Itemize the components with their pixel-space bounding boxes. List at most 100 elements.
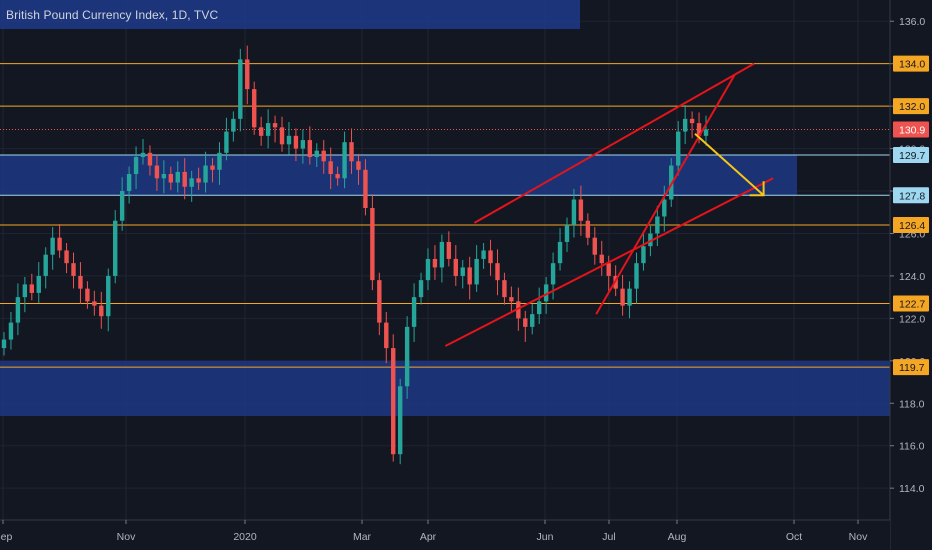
zone-box-top	[0, 0, 580, 29]
candle-body	[71, 263, 76, 276]
candle-body	[119, 191, 125, 221]
candle-body	[85, 288, 90, 302]
candle-body	[36, 275, 41, 293]
candle-body	[460, 267, 465, 276]
candle-body	[300, 140, 306, 149]
y-tick-label: 136.0	[899, 16, 925, 28]
trend-lines	[444, 62, 774, 347]
candle-body	[175, 171, 180, 183]
candles	[1, 45, 709, 465]
candle-body	[363, 169, 368, 208]
level-label: 129.7	[899, 150, 925, 162]
level-label: 134.0	[899, 59, 925, 71]
x-tick-label: Nov	[849, 531, 868, 543]
projection-arrow	[694, 132, 765, 197]
candle-body	[592, 237, 597, 255]
candle-body	[578, 199, 584, 221]
candle-body	[8, 322, 14, 340]
time-axis[interactable]: Sep Nov 2020 Mar Apr Jun Jul Aug Oct Nov	[0, 519, 890, 550]
level-label: 127.8	[899, 190, 925, 202]
candle-body	[377, 280, 382, 323]
candle-body	[550, 263, 556, 285]
candle-body	[258, 127, 264, 136]
level-label: 122.7	[899, 299, 925, 311]
candle-body	[126, 174, 132, 192]
candle-body	[231, 118, 236, 132]
x-tick-label: Oct	[786, 531, 802, 543]
candle-body	[245, 59, 250, 90]
y-tick-label: 122.0	[899, 313, 925, 325]
candle-body	[404, 326, 410, 387]
candle-body	[64, 250, 69, 264]
candle-body	[133, 157, 139, 175]
level-label: 119.7	[899, 362, 925, 374]
candle-body	[370, 208, 375, 281]
candle-body	[293, 135, 299, 149]
candle-body	[335, 174, 340, 179]
candle-body	[252, 89, 257, 128]
candle-body	[224, 131, 229, 153]
trend-line	[473, 62, 755, 224]
price-axis[interactable]: 136.0134.0132.0130.0128.0126.0124.0122.0…	[889, 0, 932, 550]
candle-body	[703, 129, 709, 136]
chart-title: British Pound Currency Index, 1D, TVC	[6, 8, 219, 22]
candle-body	[648, 233, 653, 247]
x-tick-label: Jun	[537, 531, 554, 543]
candle-body	[397, 386, 403, 455]
candle-body	[140, 152, 146, 158]
y-tick-label: 124.0	[899, 271, 925, 283]
candle-body	[238, 59, 243, 119]
candle-body	[557, 241, 563, 264]
level-label-bg	[893, 55, 929, 72]
candle-body	[641, 246, 646, 264]
candle-body	[516, 301, 521, 319]
level-label: 126.4	[899, 220, 925, 232]
x-tick-label: Mar	[353, 531, 372, 543]
candle-body	[349, 142, 354, 162]
candle-body	[210, 165, 215, 170]
x-tick-label: Jul	[602, 531, 615, 543]
candle-body	[314, 150, 319, 158]
candle-body	[495, 263, 500, 281]
candle-body	[446, 241, 452, 259]
candle-body	[502, 280, 507, 298]
candle-body	[57, 237, 62, 251]
candle-body	[411, 297, 417, 327]
candle-body	[634, 263, 639, 289]
level-label: 132.0	[899, 101, 925, 113]
candle-body	[481, 250, 486, 259]
candle-body	[265, 123, 271, 136]
candle-body	[203, 165, 208, 183]
candle-body	[154, 165, 160, 179]
candle-body	[272, 123, 278, 128]
price-axis-bg	[890, 0, 932, 550]
x-tick-label: Apr	[420, 531, 437, 543]
level-label-bg	[893, 216, 929, 233]
candle-body	[585, 220, 591, 238]
candle-body	[161, 174, 167, 179]
candle-body	[78, 275, 83, 289]
candle-body	[474, 258, 479, 285]
candle-body	[530, 314, 535, 327]
candle-body	[606, 263, 611, 276]
y-tick-label: 118.0	[899, 398, 925, 410]
level-label-bg	[893, 359, 929, 376]
candle-body	[286, 135, 292, 145]
candle-body	[342, 142, 347, 179]
candle-body	[523, 318, 528, 327]
trend-line	[444, 177, 774, 347]
candle-body	[279, 127, 285, 145]
time-axis-bg	[0, 520, 890, 550]
candle-body	[22, 284, 28, 298]
candle-body	[689, 118, 695, 124]
candle-body	[599, 254, 604, 264]
candle-body	[425, 258, 431, 281]
candle-body	[509, 297, 514, 302]
x-tick-label: Sep	[0, 531, 12, 543]
candle-body	[147, 152, 153, 166]
candle-body	[189, 178, 194, 187]
candle-body	[43, 254, 48, 276]
candle-body	[321, 150, 326, 162]
candle-body	[543, 284, 549, 302]
